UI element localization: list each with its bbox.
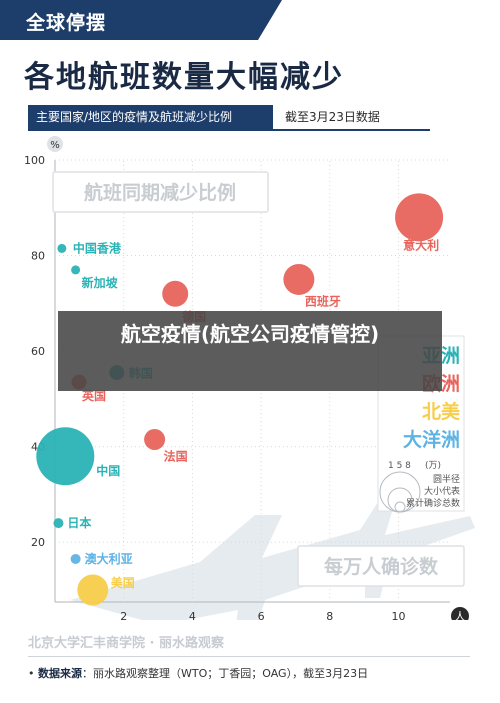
x-tick-label-4: 10 <box>391 610 405 620</box>
data-label-4: 日本 <box>67 515 91 530</box>
headline-overlay-text: 航空疫情(航空公司疫情管控) <box>120 322 380 346</box>
data-point-8 <box>395 193 444 242</box>
subtitle-rule <box>28 129 430 131</box>
size-legend-values: 1 5 8 <box>388 461 411 471</box>
size-legend-label-0: 圆半径 <box>433 473 460 485</box>
data-point-3 <box>36 427 95 486</box>
x-tick-label-0: 2 <box>120 610 127 620</box>
x-unit-label: 人 <box>455 610 466 620</box>
headline-overlay: 航空疫情(航空公司疫情管控) <box>58 311 442 391</box>
section-tag-shape <box>0 0 282 40</box>
size-legend-label-2: 累计确诊总数 <box>406 497 460 509</box>
chart-subtitle: 主要国家/地区的疫情及航班减少比例 <box>28 105 273 129</box>
data-point-11 <box>77 574 109 606</box>
footer-rule <box>28 656 470 657</box>
data-label-9: 法国 <box>164 449 188 464</box>
size-legend-label-1: 大小代表 <box>424 485 460 497</box>
source-bullet: • <box>28 667 38 680</box>
legend-region-2: 北美 <box>422 400 461 423</box>
size-legend-circle-small <box>394 501 406 513</box>
data-point-9 <box>144 429 166 450</box>
section-tag-label: 全球停摆 <box>26 12 107 34</box>
data-point-1 <box>71 265 81 275</box>
source-line: • 数据来源：丽水路观察整理（WTO；丁香园；OAG），截至3月23日 <box>28 665 368 681</box>
data-point-0 <box>57 243 67 253</box>
x-axis-title-box <box>297 545 465 587</box>
data-label-5: 英国 <box>82 388 106 403</box>
legend-region-3: 大洋洲 <box>403 428 460 451</box>
source-text: ：丽水路观察整理（WTO；丁香园；OAG），截至3月23日 <box>82 667 369 680</box>
data-point-10 <box>70 553 81 564</box>
x-unit-badge <box>451 607 469 620</box>
airplane-watermark-icon <box>70 502 475 620</box>
y-axis-title: 航班同期减少比例 <box>84 181 236 204</box>
data-point-6 <box>162 280 189 307</box>
y-tick-label-0: 20 <box>31 536 45 549</box>
source-organization: 北京大学汇丰商学院 · 丽水路观察 <box>28 636 224 651</box>
page-title: 各地航班数量大幅减少 <box>24 60 344 95</box>
data-point-4 <box>53 518 64 529</box>
data-label-0: 中国香港 <box>73 240 122 255</box>
x-axis-title: 每万人确诊数 <box>324 555 439 578</box>
source-label: 数据来源 <box>38 667 82 680</box>
y-tick-label-3: 80 <box>31 250 45 263</box>
date-note: 截至3月23日数据 <box>285 110 380 124</box>
y-tick-label-4: 100 <box>24 154 45 167</box>
y-unit-badge <box>47 136 63 152</box>
y-tick-label-2: 60 <box>31 345 45 358</box>
y-unit-label: % <box>50 140 60 151</box>
x-tick-label-2: 6 <box>258 610 265 620</box>
x-tick-label-3: 8 <box>326 610 333 620</box>
size-legend-title: (万) <box>425 461 441 471</box>
data-label-1: 新加坡 <box>82 275 119 290</box>
data-label-8: 意大利 <box>403 237 439 252</box>
data-label-7: 西班牙 <box>305 293 341 308</box>
data-label-11: 美国 <box>111 575 135 590</box>
x-tick-label-1: 4 <box>189 610 196 620</box>
data-label-3: 中国 <box>96 463 120 478</box>
data-point-7 <box>283 263 315 295</box>
data-label-10: 澳大利亚 <box>85 551 133 566</box>
y-axis-title-box <box>52 171 269 213</box>
section-tag: 全球停摆 <box>0 0 282 40</box>
